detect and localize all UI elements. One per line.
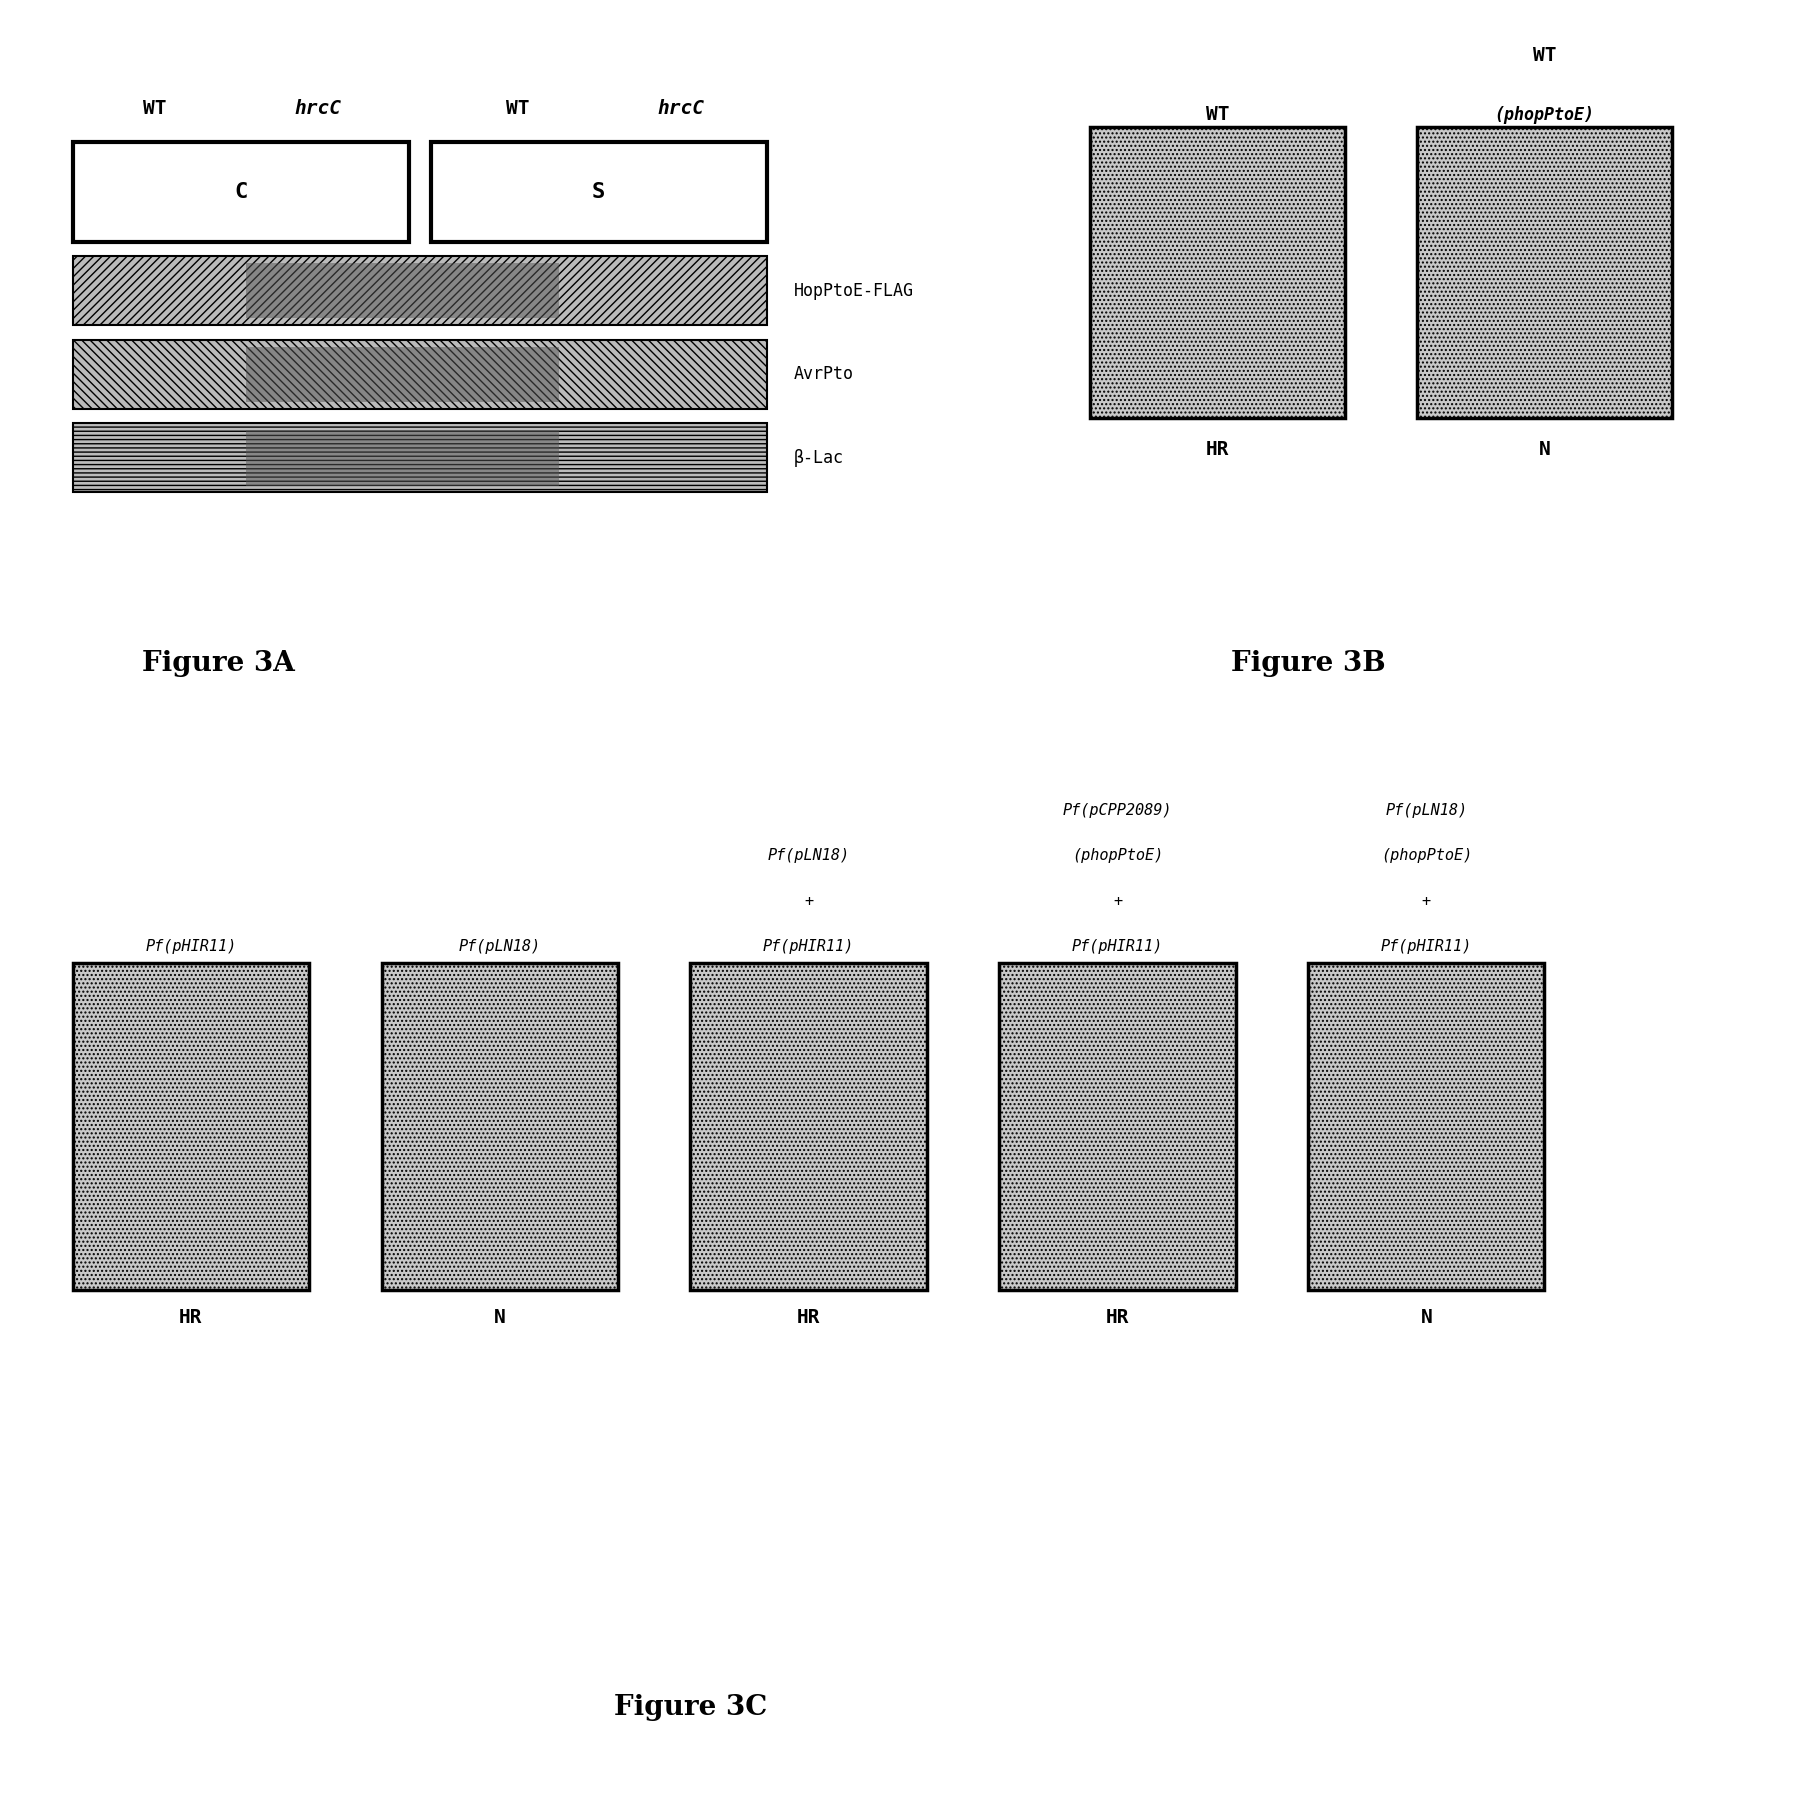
Text: WT: WT	[144, 100, 165, 118]
FancyBboxPatch shape	[690, 963, 927, 1290]
Text: S: S	[592, 182, 605, 202]
FancyBboxPatch shape	[247, 263, 558, 318]
Text: (phopPtoE): (phopPtoE)	[1072, 849, 1163, 863]
Text: HopPtoE-FLAG: HopPtoE-FLAG	[794, 282, 914, 300]
Text: Figure 3C: Figure 3C	[614, 1695, 767, 1721]
Text: C: C	[234, 182, 247, 202]
FancyBboxPatch shape	[1417, 127, 1672, 418]
Text: Pf(pHIR11): Pf(pHIR11)	[145, 939, 236, 954]
Text: Pf(pHIR11): Pf(pHIR11)	[1072, 939, 1163, 954]
Text: (phopPtoE): (phopPtoE)	[1381, 849, 1472, 863]
FancyBboxPatch shape	[247, 431, 558, 485]
Text: +: +	[1421, 894, 1432, 908]
Text: N: N	[494, 1308, 505, 1326]
FancyBboxPatch shape	[247, 347, 558, 402]
Text: Pf(pLN18): Pf(pLN18)	[1385, 803, 1468, 818]
FancyBboxPatch shape	[1090, 127, 1345, 418]
Text: AvrPto: AvrPto	[794, 365, 854, 383]
Text: hrcC: hrcC	[658, 100, 705, 118]
Text: HR: HR	[1206, 440, 1228, 458]
Text: Pf(pCPP2089): Pf(pCPP2089)	[1063, 803, 1172, 818]
Text: Pf(pLN18): Pf(pLN18)	[767, 849, 850, 863]
FancyBboxPatch shape	[73, 423, 767, 492]
Text: HR: HR	[1107, 1308, 1128, 1326]
Text: Figure 3A: Figure 3A	[142, 650, 294, 676]
FancyBboxPatch shape	[1308, 963, 1544, 1290]
Text: +: +	[1112, 894, 1123, 908]
Text: Pf(pLN18): Pf(pLN18)	[458, 939, 541, 954]
Text: β-Lac: β-Lac	[794, 449, 845, 467]
Text: N: N	[1539, 440, 1550, 458]
Text: WT: WT	[1206, 105, 1228, 124]
Text: Pf(pHIR11): Pf(pHIR11)	[1381, 939, 1472, 954]
Text: HR: HR	[180, 1308, 202, 1326]
FancyBboxPatch shape	[73, 256, 767, 325]
Text: N: N	[1421, 1308, 1432, 1326]
Text: Figure 3B: Figure 3B	[1230, 650, 1386, 676]
FancyBboxPatch shape	[73, 142, 409, 242]
Text: Pf(pHIR11): Pf(pHIR11)	[763, 939, 854, 954]
Text: HR: HR	[798, 1308, 819, 1326]
Text: WT: WT	[1534, 47, 1555, 65]
FancyBboxPatch shape	[73, 340, 767, 409]
Text: (phopPtoE): (phopPtoE)	[1494, 105, 1595, 124]
Text: +: +	[803, 894, 814, 908]
FancyBboxPatch shape	[999, 963, 1236, 1290]
FancyBboxPatch shape	[73, 963, 309, 1290]
FancyBboxPatch shape	[431, 142, 767, 242]
Text: hrcC: hrcC	[294, 100, 342, 118]
Text: WT: WT	[507, 100, 529, 118]
FancyBboxPatch shape	[382, 963, 618, 1290]
